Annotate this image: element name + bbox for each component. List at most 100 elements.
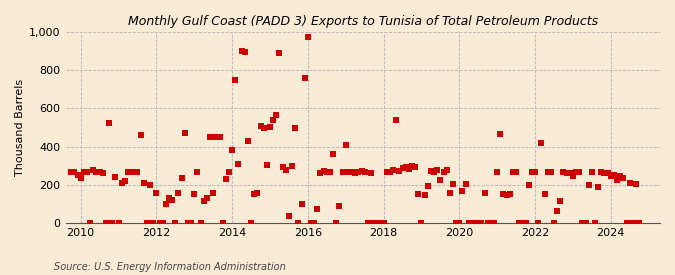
- Point: [593, 185, 603, 189]
- Point: [236, 49, 247, 53]
- Point: [325, 170, 335, 175]
- Point: [517, 221, 528, 225]
- Point: [362, 221, 373, 225]
- Point: [570, 170, 581, 175]
- Point: [391, 118, 402, 122]
- Point: [520, 221, 531, 225]
- Point: [192, 169, 202, 174]
- Point: [331, 221, 342, 225]
- Point: [221, 177, 232, 182]
- Point: [545, 170, 556, 175]
- Point: [526, 170, 537, 175]
- Point: [91, 170, 102, 175]
- Point: [463, 221, 474, 225]
- Point: [561, 171, 572, 176]
- Point: [148, 221, 159, 225]
- Point: [195, 221, 206, 225]
- Point: [88, 167, 99, 172]
- Point: [444, 190, 455, 195]
- Point: [306, 221, 317, 225]
- Point: [290, 125, 300, 130]
- Point: [69, 170, 80, 175]
- Point: [296, 202, 307, 206]
- Point: [577, 221, 588, 225]
- Point: [369, 221, 379, 225]
- Point: [568, 174, 578, 178]
- Point: [321, 170, 332, 175]
- Point: [135, 133, 146, 138]
- Point: [511, 169, 522, 174]
- Point: [271, 113, 281, 117]
- Point: [609, 173, 620, 178]
- Point: [104, 120, 115, 125]
- Point: [460, 182, 471, 186]
- Point: [347, 170, 358, 175]
- Point: [536, 141, 547, 145]
- Point: [110, 175, 121, 180]
- Point: [498, 192, 509, 197]
- Point: [205, 135, 215, 139]
- Point: [394, 168, 405, 173]
- Point: [441, 167, 452, 172]
- Point: [126, 170, 136, 175]
- Point: [246, 221, 256, 225]
- Point: [255, 123, 266, 128]
- Point: [101, 221, 111, 225]
- Point: [457, 188, 468, 193]
- Point: [230, 78, 241, 82]
- Point: [95, 169, 105, 174]
- Point: [580, 221, 591, 225]
- Point: [308, 221, 319, 225]
- Point: [628, 221, 639, 225]
- Point: [211, 135, 222, 139]
- Point: [338, 170, 348, 175]
- Point: [492, 169, 503, 174]
- Point: [542, 170, 553, 175]
- Point: [142, 221, 153, 225]
- Point: [315, 171, 326, 176]
- Point: [151, 190, 162, 195]
- Point: [302, 35, 313, 39]
- Point: [599, 171, 610, 176]
- Point: [252, 190, 263, 195]
- Point: [634, 221, 645, 225]
- Point: [476, 221, 487, 225]
- Point: [202, 196, 213, 200]
- Point: [630, 182, 641, 186]
- Point: [375, 221, 386, 225]
- Point: [82, 169, 92, 174]
- Point: [327, 152, 338, 156]
- Point: [551, 208, 562, 213]
- Point: [612, 178, 622, 182]
- Point: [495, 132, 506, 136]
- Point: [555, 199, 566, 203]
- Point: [589, 221, 600, 225]
- Point: [223, 169, 234, 174]
- Point: [605, 174, 616, 178]
- Point: [564, 171, 575, 176]
- Point: [132, 170, 143, 175]
- Point: [274, 51, 285, 55]
- Point: [284, 214, 294, 219]
- Point: [242, 139, 253, 143]
- Point: [76, 176, 86, 180]
- Point: [116, 181, 127, 185]
- Point: [261, 163, 272, 167]
- Point: [113, 221, 124, 225]
- Point: [416, 221, 427, 225]
- Point: [504, 192, 515, 197]
- Point: [466, 221, 477, 225]
- Point: [397, 166, 408, 170]
- Point: [85, 221, 96, 225]
- Point: [618, 176, 629, 180]
- Point: [479, 190, 490, 195]
- Point: [451, 221, 462, 225]
- Point: [293, 221, 304, 225]
- Point: [372, 221, 383, 225]
- Point: [119, 179, 130, 183]
- Point: [366, 171, 377, 176]
- Point: [265, 124, 275, 129]
- Point: [539, 191, 550, 196]
- Point: [413, 191, 424, 196]
- Point: [410, 164, 421, 169]
